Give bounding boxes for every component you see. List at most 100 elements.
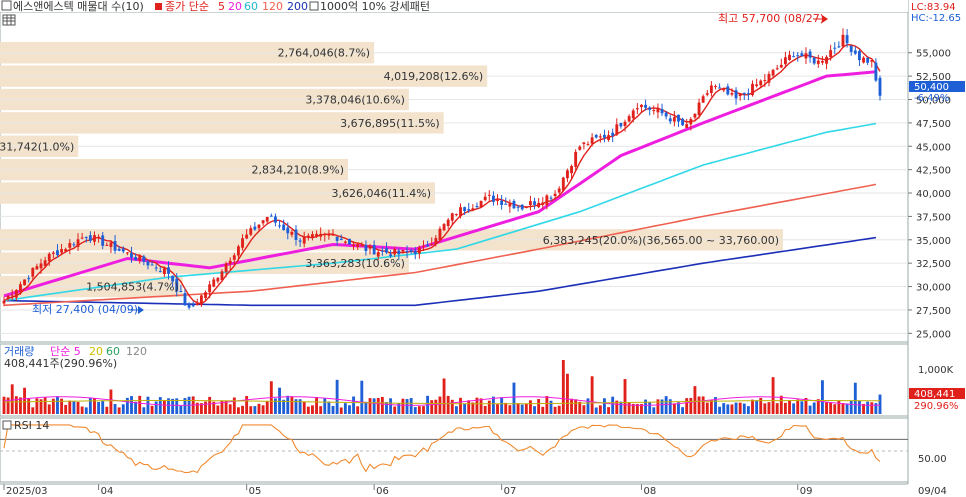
- volume-bar: [232, 397, 236, 414]
- legend-ma120: 120: [262, 0, 283, 13]
- volume-bar: [134, 401, 138, 414]
- volume-bar: [594, 407, 598, 414]
- candle-body: [27, 278, 31, 280]
- candle-body: [841, 34, 845, 47]
- candle-body: [167, 267, 170, 274]
- volume-bar: [549, 400, 553, 414]
- candle-body: [179, 291, 183, 293]
- volume-bar: [578, 401, 582, 414]
- x-tick-label: 04: [101, 486, 114, 497]
- menu-icon[interactable]: [1, 0, 12, 11]
- candle-body: [635, 108, 639, 110]
- candle-body: [718, 87, 722, 89]
- volume-bar: [23, 387, 26, 414]
- candle-body: [23, 279, 26, 286]
- candle-body: [582, 142, 586, 145]
- volume-bar: [422, 406, 425, 414]
- candle-body: [220, 271, 224, 281]
- volume-bar: [286, 395, 290, 414]
- lc-value: LC:83.94: [911, 2, 956, 13]
- candle-body: [853, 50, 857, 54]
- volume-bar: [290, 396, 294, 414]
- volume-bar: [709, 399, 713, 414]
- candle-body: [413, 250, 417, 254]
- x-tick-label: 08: [643, 486, 656, 497]
- checkbox-icon[interactable]: [309, 1, 319, 11]
- volume-bar: [800, 401, 804, 414]
- volume-bar: [648, 402, 652, 414]
- volume-bar: [504, 402, 508, 414]
- price-tick-label: 30,000: [916, 283, 951, 294]
- volume-bar: [125, 397, 129, 414]
- volume-bar: [730, 404, 734, 414]
- volume-bar: [652, 407, 656, 414]
- candle-body: [372, 244, 376, 255]
- profile-label: 2,764,046(8.7%): [278, 47, 371, 60]
- volume-bar: [508, 405, 512, 414]
- candle-body: [775, 68, 779, 70]
- volume-last-value: 408,441: [914, 389, 955, 400]
- candle-body: [528, 201, 532, 206]
- volume-bar: [434, 399, 438, 414]
- candle-body: [677, 114, 680, 122]
- candle-body: [10, 295, 14, 297]
- candle-body: [792, 56, 796, 58]
- candle-body: [586, 144, 590, 146]
- price-axis: 55,000 52,500 50,000 47,500 45,000 42,500 40,0…: [908, 49, 951, 340]
- candle-body: [47, 253, 51, 262]
- candle-body: [56, 250, 59, 256]
- candle-body: [352, 244, 356, 247]
- current-change: -6.49%: [914, 93, 949, 104]
- volume-bar: [27, 398, 31, 414]
- volume-bar: [130, 396, 133, 414]
- volume-bar: [261, 405, 265, 414]
- volume-bar: [722, 403, 726, 414]
- candle-body: [39, 263, 43, 269]
- candle-body: [808, 51, 812, 58]
- price-tick-label: 50,000: [916, 96, 951, 107]
- volume-bar: [84, 407, 88, 414]
- candle-body: [434, 238, 438, 244]
- candle-body: [368, 245, 372, 249]
- candle-body: [570, 165, 573, 174]
- high-arrowhead: [822, 15, 828, 23]
- volume-legend-ma60: 60: [106, 345, 120, 358]
- volume-bar: [446, 395, 450, 414]
- volume-bar: [101, 400, 105, 414]
- legend-ma20: 20: [228, 0, 242, 13]
- grid-icon[interactable]: [2, 14, 16, 26]
- volume-bar: [874, 403, 878, 414]
- profile-label: 4,019,208(12.6%): [384, 70, 484, 83]
- candle-body: [442, 224, 446, 231]
- candle-body: [261, 220, 265, 224]
- volume-bar: [561, 360, 565, 414]
- candle-body: [746, 93, 750, 95]
- candle-body: [446, 219, 450, 226]
- volume-bar: [315, 397, 318, 414]
- candle-body: [438, 228, 442, 240]
- candle-body: [689, 119, 693, 125]
- volume-bar: [216, 405, 220, 414]
- profile-label: 6,383,245(20.0%)(36,565.00 ~ 33,760.00): [543, 234, 779, 247]
- volume-bar: [154, 401, 158, 414]
- volume-bar: [878, 394, 882, 414]
- volume-bar: [146, 396, 150, 414]
- candle-body: [644, 104, 648, 108]
- volume-legend-ma5: 단순 5: [50, 345, 81, 358]
- candle-body: [619, 122, 623, 127]
- volume-bar: [360, 380, 364, 414]
- candle-body: [236, 246, 240, 256]
- volume-bar: [335, 379, 339, 414]
- volume-bar: [372, 398, 376, 414]
- volume-bar: [430, 400, 434, 414]
- price-tick-label: 27,500: [916, 306, 951, 317]
- candle-body: [759, 80, 763, 86]
- candle-body: [512, 200, 516, 209]
- volume-bar: [804, 397, 808, 414]
- volume-bar: [413, 407, 417, 414]
- candle-body: [409, 250, 413, 252]
- volume-bar: [438, 396, 442, 414]
- candle-body: [274, 216, 277, 223]
- volume-bar: [171, 398, 175, 414]
- volume-bar: [841, 403, 845, 414]
